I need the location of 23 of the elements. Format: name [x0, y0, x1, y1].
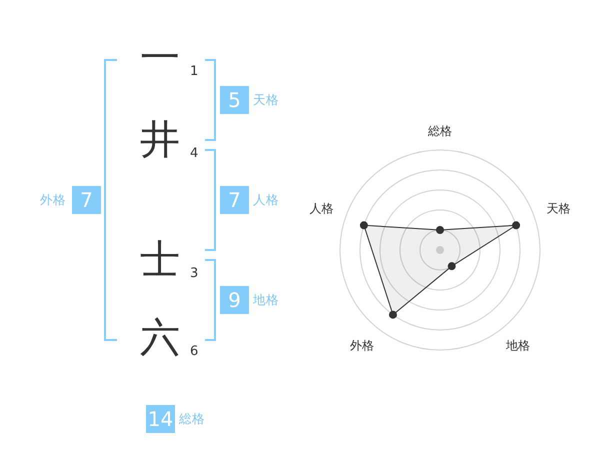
category-label: 一 — [139, 35, 181, 81]
spoke-label: 天格 — [546, 202, 571, 216]
spoke-label: 人格 — [309, 202, 334, 216]
data-label: 6 — [190, 344, 198, 359]
text: 9 — [220, 286, 249, 314]
data-label: 1 — [190, 64, 198, 79]
spoke-label: 外格 — [350, 338, 374, 353]
text: 外格 — [40, 192, 66, 207]
data-label: 4 — [190, 146, 198, 161]
text: 7 — [72, 186, 101, 214]
spoke-label: 地格 — [504, 338, 530, 353]
text: 天格 — [253, 92, 279, 107]
spoke-label: 総格 — [427, 124, 452, 138]
category-label: 六 — [139, 315, 181, 361]
text: 5 — [220, 86, 249, 114]
category-label: 井 — [139, 117, 181, 163]
text: 総格 — [179, 411, 205, 426]
text: 地格 — [253, 292, 279, 307]
data-label: 3 — [190, 266, 198, 281]
category-label: 士 — [139, 237, 181, 283]
text: 14 — [146, 405, 175, 433]
text: 7 — [220, 186, 249, 214]
text: 人格 — [253, 192, 279, 207]
